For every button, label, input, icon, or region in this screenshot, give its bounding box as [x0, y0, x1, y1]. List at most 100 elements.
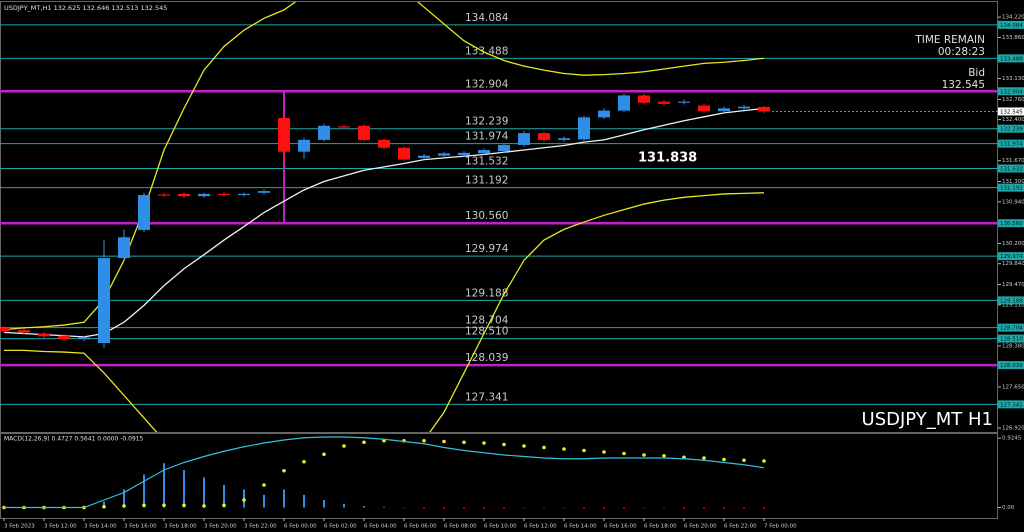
level-tag [998, 54, 1024, 63]
candle-body [118, 237, 130, 259]
x-tick-label: 6 Feb 06:00 [404, 524, 437, 530]
candle-body [418, 155, 430, 158]
level-tag-label: 134.084 [1000, 23, 1023, 29]
candle-body [0, 327, 10, 332]
candle-body [638, 95, 650, 103]
annotation: 131.838 [638, 151, 697, 166]
signal-dot [102, 504, 106, 509]
signal-dot [642, 453, 646, 457]
signal-dot [502, 442, 506, 447]
macd-bar [143, 474, 145, 508]
signal-dot [282, 468, 286, 473]
x-tick-label: 7 Feb 00:00 [764, 524, 797, 530]
level-tag-label: 128.039 [1000, 363, 1023, 369]
level-tag-label: 131.532 [1000, 166, 1023, 172]
main-frame [0, 1, 998, 433]
header: USDJPY_MT,H1 132.625 132.646 132.513 132… [4, 4, 167, 12]
candle-body [278, 117, 290, 152]
signal-dot [142, 503, 146, 508]
candle-body [378, 139, 390, 148]
candle-body [698, 105, 710, 112]
level-tag [998, 124, 1024, 133]
time-remain-label: TIME REMAIN [914, 34, 985, 46]
signal-dot [202, 504, 206, 508]
candle-body [358, 125, 370, 140]
y-tick-label: 129.110 [1002, 302, 1024, 308]
x-tick-label: 6 Feb 10:00 [484, 524, 517, 530]
candle-body [458, 152, 470, 156]
y-tick-label: 133.860 [1002, 35, 1024, 41]
x-tick-label: 6 Feb 20:00 [684, 524, 717, 530]
signal-dot [422, 438, 426, 443]
x-tick-label: 3 Feb 2023 [4, 524, 35, 530]
y-tick-label: 131.670 [1002, 158, 1024, 164]
candle-body [518, 133, 530, 145]
signal-dot [182, 503, 186, 508]
level-label: 133.488 [465, 45, 508, 57]
macd-bar [303, 494, 305, 508]
candle-body [438, 153, 450, 156]
candle-body [318, 125, 330, 140]
macd-bar [203, 477, 205, 508]
candle-body [58, 335, 70, 340]
macd-bar [323, 500, 325, 508]
y-tick-label: 129.470 [1002, 282, 1024, 288]
symbol: USDJPY_MT,H1 [4, 4, 51, 12]
level-label: 128.510 [465, 326, 508, 338]
macd-bar [363, 506, 365, 508]
macd-bar [563, 507, 565, 509]
level-label: 132.239 [465, 116, 508, 128]
watermark: USDJPY_MT H1 [862, 409, 993, 430]
level-tag [998, 323, 1024, 332]
macd-bar [263, 494, 265, 508]
signal-dot [622, 451, 626, 456]
signal-dot [162, 503, 166, 508]
level-tag [998, 400, 1024, 409]
x-tick-label: 3 Feb 16:00 [124, 524, 157, 530]
last-low: 132.513 [112, 4, 139, 12]
level-label: 132.904 [465, 78, 509, 90]
level-tag [998, 87, 1024, 96]
y-tick-label: 134.220 [1002, 15, 1024, 21]
candle-body [198, 193, 210, 197]
candle-body [558, 138, 570, 140]
y-tick-label: 129.840 [1002, 261, 1024, 267]
macd-bar [483, 507, 485, 509]
level-label: 131.974 [465, 131, 509, 143]
main-plot: 134.084 133.488 132.904 132.239 131.974 131.5… [0, 2, 998, 432]
signal-dot [562, 447, 566, 451]
macd-bar [223, 485, 225, 508]
x-tick-label: 6 Feb 12:00 [524, 524, 557, 530]
macd-bar [543, 507, 545, 509]
macd-plot [2, 436, 766, 510]
signal-dot [462, 440, 466, 445]
macd-bar [443, 507, 445, 509]
candle-body [138, 195, 150, 230]
candle-body [478, 150, 490, 154]
y-tick-label: 130.200 [1002, 241, 1024, 247]
last-close: 132.545 [140, 4, 167, 12]
level-label: 134.084 [465, 12, 509, 24]
signal-dot [322, 452, 326, 457]
candle-body [158, 194, 170, 196]
macd-bar [523, 507, 525, 509]
signal-dot [542, 445, 546, 450]
candle-body [758, 106, 770, 112]
macd-bar [123, 489, 125, 508]
x-tick-label: 3 Feb 12:00 [44, 524, 77, 530]
level-label: 129.188 [465, 287, 508, 299]
signal-dot [342, 444, 346, 448]
signal-dot [662, 453, 666, 458]
bid-value: 132.545 [942, 79, 985, 91]
candle-body [498, 144, 510, 152]
candle-body [18, 330, 30, 333]
level-tag [998, 20, 1024, 29]
candle-body [298, 139, 310, 152]
level-tag-label: 132.904 [1000, 89, 1023, 95]
x-tick-label: 6 Feb 00:00 [284, 524, 317, 530]
level-tag-label: 127.341 [1000, 402, 1023, 408]
level-tag [998, 252, 1024, 261]
y-tick-label: 130.940 [1002, 199, 1024, 205]
